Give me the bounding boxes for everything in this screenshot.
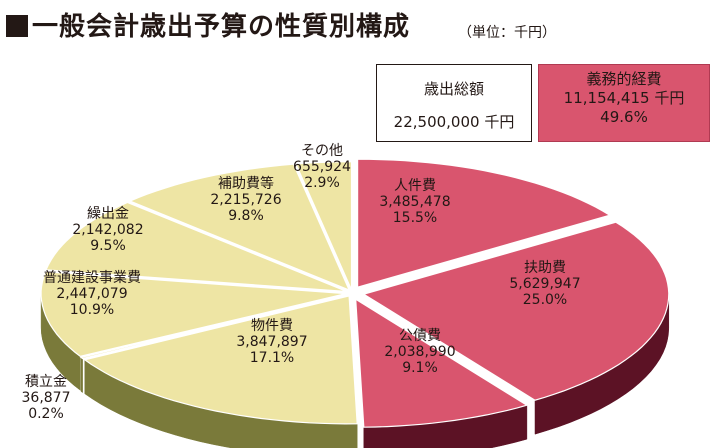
obligatory-expenses-value: 11,154,415 千円 [563,89,685,107]
slice-9-name: その他 [301,143,343,159]
slice-5-side [80,356,83,394]
slice-9-value: 655,924 [293,159,351,175]
slice-6-name: 普通建設事業費 [43,270,141,286]
slice-5-value: 36,877 [22,390,71,406]
slice-8-percent: 9.8% [228,208,264,224]
slice-4-name: 物件費 [251,318,293,334]
slice-6-percent: 10.9% [70,302,114,318]
slice-1-name: 人件費 [394,178,436,194]
slice-1-value: 3,485,478 [379,194,450,210]
slice-5-name: 積立金 [25,374,67,390]
slice-2-name: 扶助費 [524,260,566,276]
total-expenditure-label: 歳出総額 [423,80,484,98]
slice-3-percent: 9.1% [402,360,438,376]
unit-label: （単位：千円） [458,25,556,41]
slice-5-percent: 0.2% [28,406,64,422]
slice-7-top [45,201,347,293]
slice-7-name: 繰出金 [87,206,129,222]
total-expenditure-value: 22,500,000 千円 [393,113,515,131]
slice-3-value: 2,038,990 [384,344,455,360]
slice-8-name: 補助費等 [218,175,274,192]
slice-4-value: 3,847,897 [236,334,307,350]
slice-1-percent: 15.5% [393,210,437,226]
chart-title: 一般会計歳出予算の性質別構成 [6,6,410,43]
slice-7-value: 2,142,082 [72,222,143,238]
slice-9-top [295,161,353,290]
slice-6-top [40,271,347,357]
slice-2-percent: 25.0% [523,292,567,308]
slice-5-top [79,294,347,360]
obligatory-expenses-label: 義務的経費 [586,70,662,88]
slice-4-top [83,295,358,425]
slice-8-top [128,163,351,292]
obligatory-expenses-percent: 49.6% [600,108,648,126]
slice-4-percent: 17.1% [250,350,294,366]
slice-2-value: 5,629,947 [509,276,580,292]
obligatory-expenses-box: 義務的経費 11,154,415 千円 49.6% [538,64,710,142]
slice-7-percent: 9.5% [90,238,126,254]
slice-3-top [355,298,529,428]
square-bullet-icon [6,15,28,37]
slice-1-top [357,158,612,288]
slice-8-value: 2,215,726 [210,192,281,208]
slice-9-percent: 2.9% [304,175,340,191]
pie-tops [40,158,670,428]
slice-2-top [362,221,670,401]
slice-6-value: 2,447,079 [56,286,127,302]
slice-3-name: 公債費 [399,328,441,344]
total-expenditure-box: 歳出総額 22,500,000 千円 [376,64,532,142]
chart-title-text: 一般会計歳出予算の性質別構成 [32,12,411,42]
